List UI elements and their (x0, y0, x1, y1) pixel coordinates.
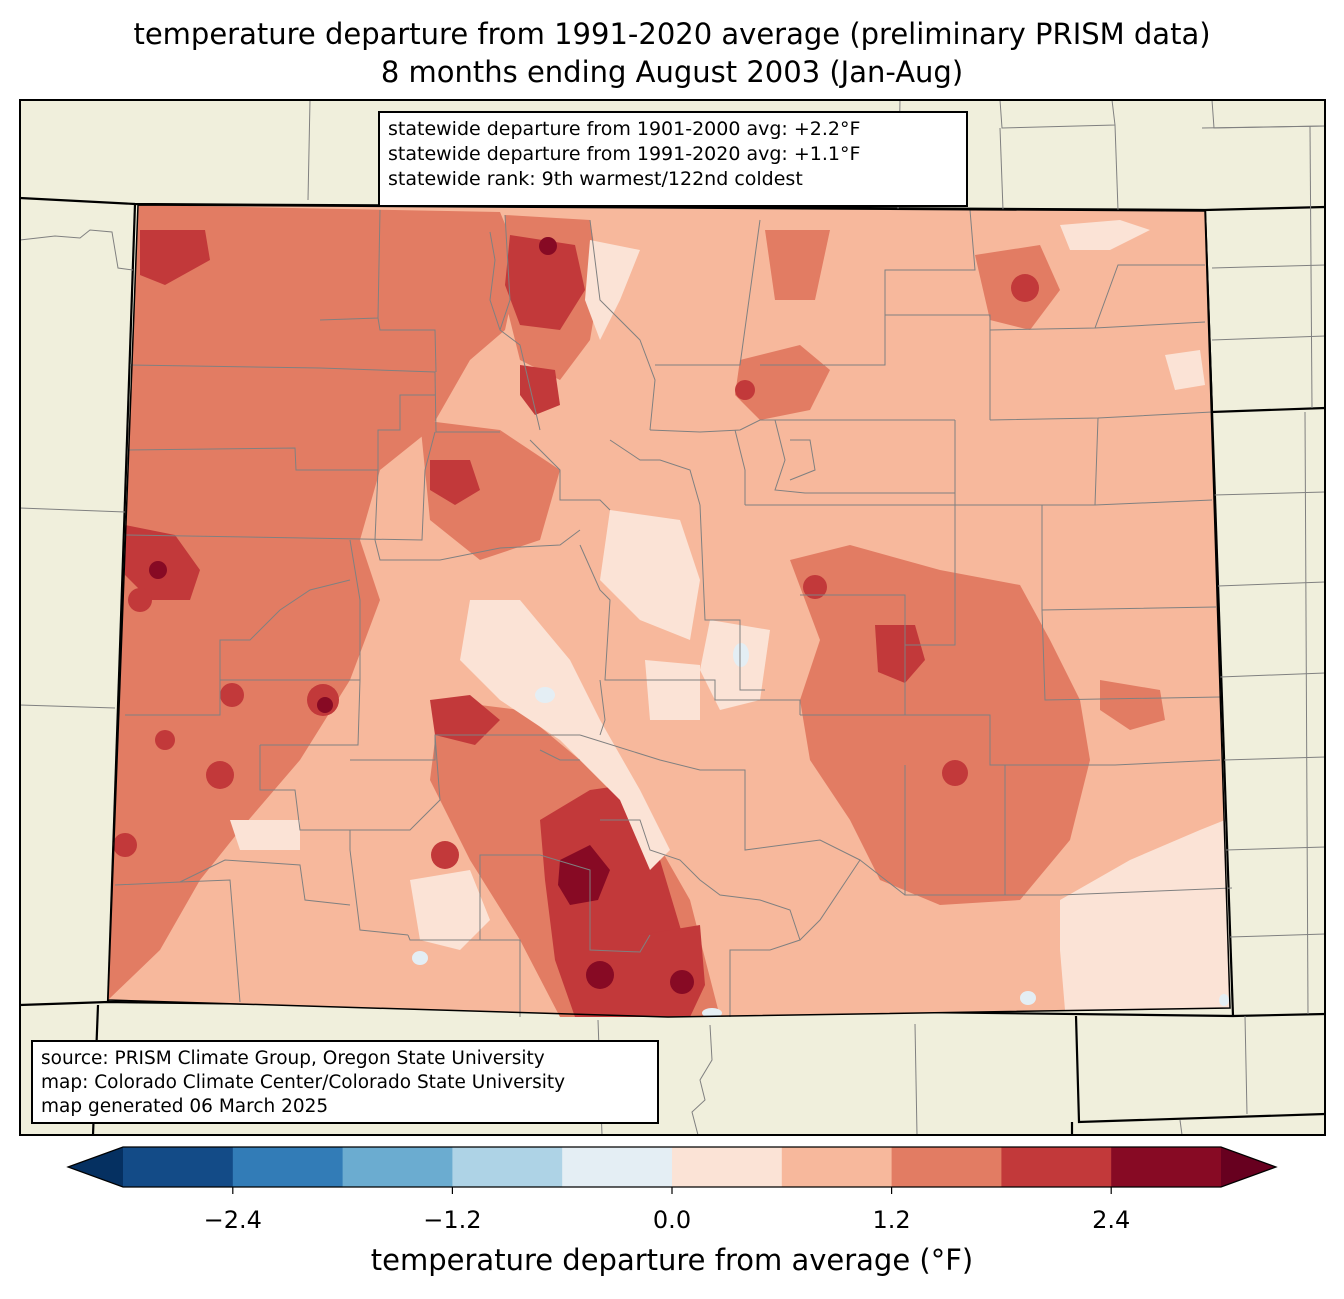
colorado-outline (107, 204, 1231, 1018)
colorbar-bin (891, 1147, 1002, 1187)
colorbar-bin (452, 1147, 563, 1187)
stats-line-1901-2000: statewide departure from 1901-2000 avg: … (388, 118, 861, 140)
source-credit-box: source: PRISM Climate Group, Oregon Stat… (31, 1040, 659, 1124)
colorbar-bin (672, 1147, 783, 1187)
colorbar-bin (342, 1147, 453, 1187)
colorbar-bin (781, 1147, 893, 1187)
stats-line-rank: statewide rank: 9th warmest/122nd coldes… (388, 168, 803, 190)
map-title-line1: temperature departure from 1991-2020 ave… (133, 17, 1211, 51)
stats-line-1991-2020: statewide departure from 1991-2020 avg: … (388, 143, 861, 165)
colorbar-bin (1111, 1147, 1222, 1187)
anomaly-zones (108, 205, 1230, 1018)
colorbar-tick-label: −1.2 (423, 1206, 482, 1234)
colorbar-bin (123, 1147, 234, 1187)
colorbar-extend-low (68, 1147, 123, 1187)
colorbar (66, 1146, 1278, 1194)
colorbar-bin (1001, 1147, 1112, 1187)
colorbar-tick-label: 0.0 (652, 1206, 692, 1234)
colorbar-tick-label: 2.4 (1092, 1206, 1131, 1234)
colorbar-label: temperature departure from average (°F) (370, 1243, 974, 1277)
colorbar-tick-label: 1.2 (872, 1206, 911, 1234)
source-line: source: PRISM Climate Group, Oregon Stat… (41, 1048, 545, 1069)
colorbar-bin (232, 1147, 344, 1187)
colorbar-extend-high (1221, 1147, 1276, 1187)
outside-county-lines (19, 99, 1326, 1136)
colorbar-bin (562, 1147, 673, 1187)
generated-date-line: map generated 06 March 2025 (41, 1096, 329, 1117)
map-title-line2: 8 months ending August 2003 (Jan-Aug) (380, 55, 964, 89)
map-credit-line: map: Colorado Climate Center/Colorado St… (41, 1072, 566, 1093)
statewide-stats-box: statewide departure from 1901-2000 avg: … (378, 111, 968, 207)
map-frame (19, 99, 1326, 1136)
colorbar-tick-label: −2.4 (203, 1206, 262, 1234)
colorado-county-lines (114, 209, 1233, 1017)
